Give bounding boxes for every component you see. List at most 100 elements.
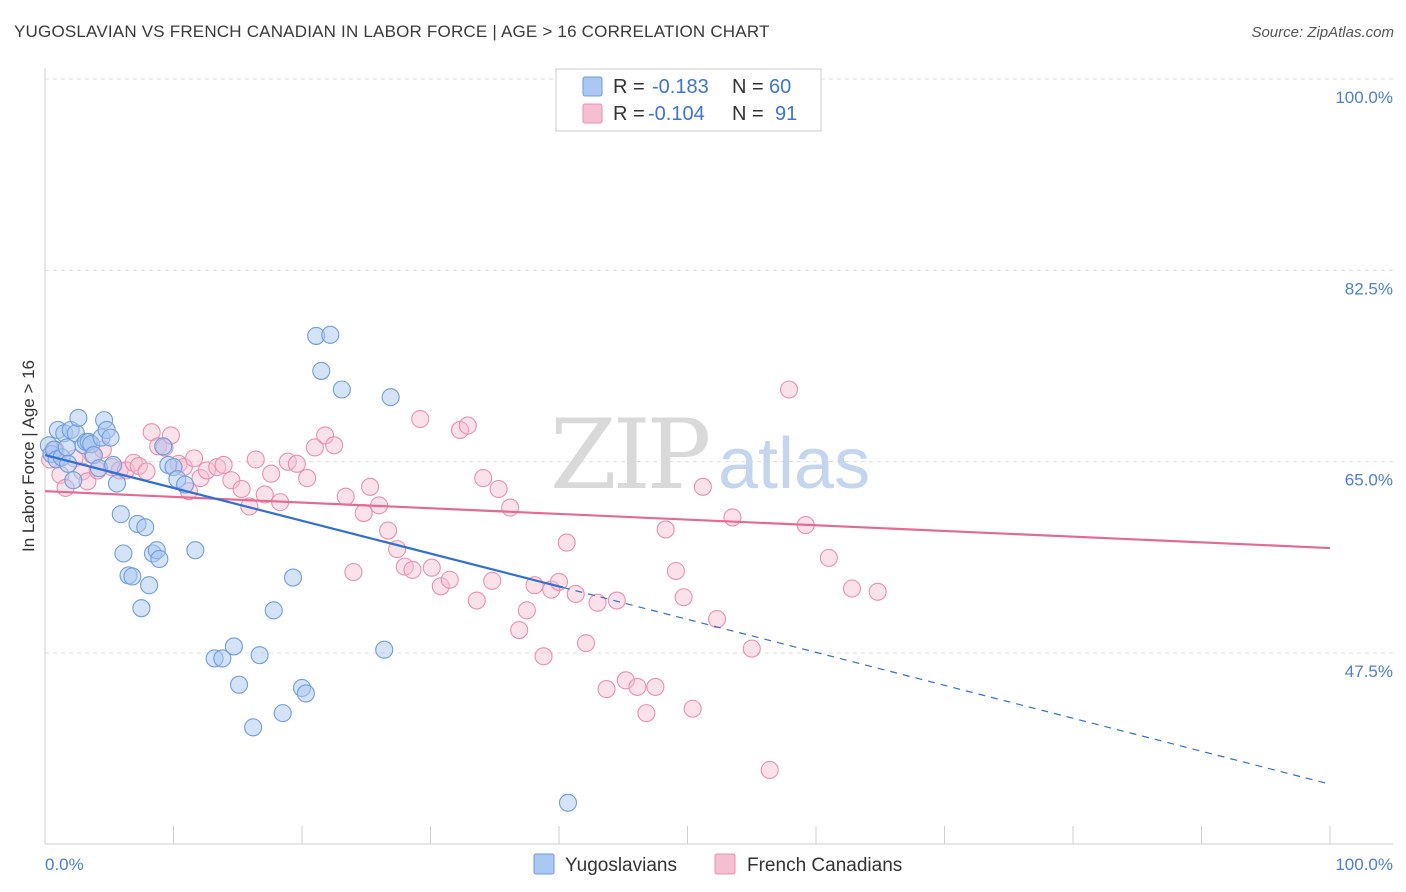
data-point-french-canadians [566,584,585,604]
data-point-yugoslavians [213,649,232,668]
data-point-french-canadians [501,498,520,517]
data-point-yugoslavians [114,544,133,563]
data-point-french-canadians [616,671,635,690]
x-tick-label: 100.0% [1335,855,1393,874]
data-point-french-canadians [185,449,204,468]
data-point-french-canadians [674,588,693,607]
watermark: ZIP atlas [550,399,870,511]
data-point-french-canadians [708,610,727,629]
trend-lines [44,454,1331,785]
data-point-french-canadians [693,477,712,496]
data-point-french-canadians [124,453,143,472]
data-point-french-canadians [576,634,596,653]
data-point-french-canadians [510,620,529,640]
data-point-yugoslavians [224,637,243,656]
data-point-french-canadians [262,464,281,483]
data-point-french-canadians [588,593,607,612]
data-point-yugoslavians [229,675,249,694]
data-point-french-canadians [440,570,459,589]
data-point-yugoslavians [332,380,351,399]
data-point-french-canadians [287,454,306,473]
watermark-zip: ZIP [550,399,709,511]
data-point-french-canadians [214,455,233,474]
grid [45,78,1393,654]
data-point-french-canadians [246,450,265,469]
data-point-french-canadians [646,677,665,696]
data-point-french-canadians [666,561,685,581]
y-tick-label: 47.5% [1345,662,1393,681]
data-point-yugoslavians [140,576,159,595]
y-axis-label: In Labor Force | Age > 16 [19,360,38,552]
y-tick-label: 100.0% [1335,88,1393,107]
n-value: 60 [769,76,791,98]
watermark-atlas: atlas [718,424,870,504]
data-point-french-canadians [557,533,576,552]
n-label: N = [732,76,764,98]
data-point-yugoslavians [244,718,263,737]
data-point-french-canadians [232,479,251,499]
r-value: -0.183 [652,76,709,98]
legend-label-yugoslavians: Yugoslavians [565,855,677,876]
y-tick-label: 82.5% [1345,279,1393,298]
source-credit: Source: ZipAtlas.com [1251,24,1394,41]
data-point-yugoslavians [107,474,127,493]
data-point-yugoslavians [64,471,83,490]
x-tick-labels: 0.0% 100.0% [45,855,1393,874]
data-point-french-canadians [819,548,838,567]
data-point-yugoslavians [123,567,142,586]
series-french-canadians [41,380,887,780]
data-point-french-canadians [683,699,702,718]
data-point-yugoslavians [273,704,292,723]
data-point-yugoslavians [321,325,340,344]
trend-line-yugoslavians-extension [562,586,1331,785]
data-point-french-canadians [534,647,553,666]
data-point-french-canadians [255,485,274,504]
data-point-french-canadians [379,521,398,540]
data-point-french-canadians [431,577,450,596]
data-point-yugoslavians [136,518,155,537]
data-point-french-canadians [458,416,477,435]
data-point-french-canadians [403,560,422,579]
data-point-french-canadians [411,409,430,429]
legend-swatch-french-canadians [714,853,736,875]
series-yugoslavians [39,325,578,812]
data-point-french-canadians [344,563,363,582]
data-point-french-canadians [742,639,761,658]
data-point-french-canadians [597,680,616,699]
data-point-french-canadians [325,436,344,455]
data-point-yugoslavians [381,388,400,407]
data-point-french-canadians [191,469,210,488]
data-point-yugoslavians [111,505,130,524]
data-point-yugoslavians [69,408,88,427]
data-point-french-canadians [305,438,324,457]
data-point-yugoslavians [150,549,169,569]
data-point-yugoslavians [283,568,303,587]
data-point-yugoslavians [296,684,315,703]
chart-title: YUGOSLAVIAN VS FRENCH CANADIAN IN LABOR … [14,22,770,41]
n-value: 91 [775,103,797,125]
x-tick-label: 0.0% [45,855,84,874]
data-point-yugoslavians [101,428,120,447]
data-point-french-canadians [422,558,441,577]
data-point-french-canadians [483,571,502,590]
data-point-french-canadians [336,487,355,506]
data-point-french-canadians [628,677,647,696]
trend-line-yugoslavians [44,454,564,589]
data-point-french-canadians [467,591,486,610]
data-point-yugoslavians [375,640,394,659]
data-point-yugoslavians [186,541,205,560]
data-point-yugoslavians [154,437,173,456]
data-point-french-canadians [298,469,317,488]
data-point-french-canadians [354,504,373,523]
data-point-french-canadians [607,591,626,610]
data-point-french-canadians [316,426,335,445]
n-label: N = [732,103,764,125]
r-label: R = [613,76,645,98]
data-point-french-canadians [723,508,742,527]
data-point-french-canadians [474,469,493,488]
data-point-yugoslavians [250,646,269,665]
stats-legend: R = -0.183 N = 60 R = -0.104 N = 91 [555,68,822,132]
legend-swatch-yugoslavians [533,853,555,875]
data-point-yugoslavians [312,361,331,380]
r-value: -0.104 [648,103,705,125]
